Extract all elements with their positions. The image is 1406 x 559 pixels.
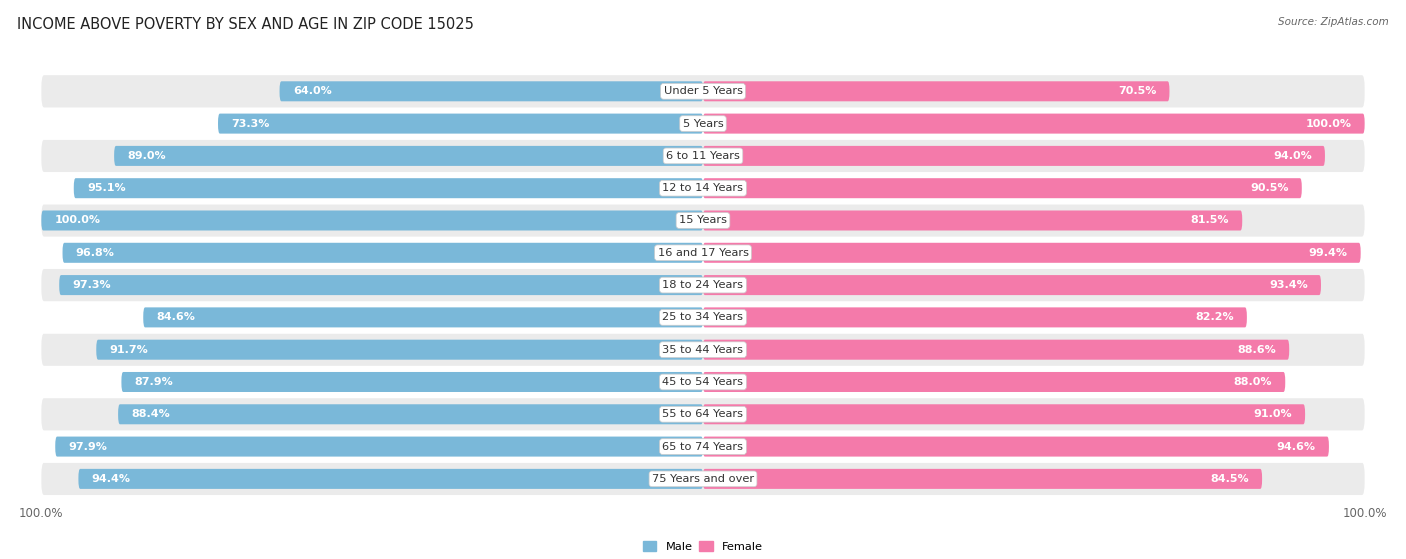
FancyBboxPatch shape	[41, 140, 1365, 172]
FancyBboxPatch shape	[41, 211, 703, 230]
Text: 87.9%: 87.9%	[135, 377, 173, 387]
Text: 94.4%: 94.4%	[91, 474, 131, 484]
Text: 18 to 24 Years: 18 to 24 Years	[662, 280, 744, 290]
FancyBboxPatch shape	[41, 205, 1365, 236]
FancyBboxPatch shape	[41, 334, 1365, 366]
FancyBboxPatch shape	[41, 75, 1365, 107]
Text: 96.8%: 96.8%	[76, 248, 115, 258]
FancyBboxPatch shape	[96, 340, 703, 359]
FancyBboxPatch shape	[114, 146, 703, 166]
Legend: Male, Female: Male, Female	[641, 539, 765, 554]
Text: 93.4%: 93.4%	[1270, 280, 1308, 290]
FancyBboxPatch shape	[55, 437, 703, 457]
Text: 97.3%: 97.3%	[73, 280, 111, 290]
Text: 89.0%: 89.0%	[128, 151, 166, 161]
Text: 88.0%: 88.0%	[1233, 377, 1272, 387]
FancyBboxPatch shape	[703, 243, 1361, 263]
Text: 90.5%: 90.5%	[1250, 183, 1288, 193]
Text: 82.2%: 82.2%	[1195, 312, 1233, 323]
Text: INCOME ABOVE POVERTY BY SEX AND AGE IN ZIP CODE 15025: INCOME ABOVE POVERTY BY SEX AND AGE IN Z…	[17, 17, 474, 32]
Text: 84.5%: 84.5%	[1211, 474, 1249, 484]
FancyBboxPatch shape	[703, 146, 1324, 166]
FancyBboxPatch shape	[79, 469, 703, 489]
FancyBboxPatch shape	[703, 113, 1365, 134]
FancyBboxPatch shape	[703, 404, 1305, 424]
Text: 64.0%: 64.0%	[292, 86, 332, 96]
Text: 6 to 11 Years: 6 to 11 Years	[666, 151, 740, 161]
FancyBboxPatch shape	[280, 81, 703, 101]
FancyBboxPatch shape	[59, 275, 703, 295]
FancyBboxPatch shape	[41, 398, 1365, 430]
FancyBboxPatch shape	[703, 469, 1263, 489]
Text: Under 5 Years: Under 5 Years	[664, 86, 742, 96]
Text: 16 and 17 Years: 16 and 17 Years	[658, 248, 748, 258]
Text: 45 to 54 Years: 45 to 54 Years	[662, 377, 744, 387]
Text: 65 to 74 Years: 65 to 74 Years	[662, 442, 744, 452]
FancyBboxPatch shape	[62, 243, 703, 263]
Text: Source: ZipAtlas.com: Source: ZipAtlas.com	[1278, 17, 1389, 27]
FancyBboxPatch shape	[41, 463, 1365, 495]
FancyBboxPatch shape	[703, 81, 1170, 101]
Text: 5 Years: 5 Years	[683, 119, 723, 129]
FancyBboxPatch shape	[41, 269, 1365, 301]
Text: 94.6%: 94.6%	[1277, 442, 1316, 452]
FancyBboxPatch shape	[703, 211, 1243, 230]
FancyBboxPatch shape	[41, 301, 1365, 334]
FancyBboxPatch shape	[143, 307, 703, 328]
Text: 100.0%: 100.0%	[1305, 119, 1351, 129]
FancyBboxPatch shape	[41, 366, 1365, 398]
Text: 70.5%: 70.5%	[1118, 86, 1156, 96]
Text: 75 Years and over: 75 Years and over	[652, 474, 754, 484]
FancyBboxPatch shape	[703, 307, 1247, 328]
Text: 99.4%: 99.4%	[1309, 248, 1347, 258]
Text: 91.7%: 91.7%	[110, 345, 148, 355]
Text: 94.0%: 94.0%	[1272, 151, 1312, 161]
Text: 25 to 34 Years: 25 to 34 Years	[662, 312, 744, 323]
FancyBboxPatch shape	[703, 178, 1302, 198]
Text: 81.5%: 81.5%	[1191, 215, 1229, 225]
Text: 100.0%: 100.0%	[55, 215, 101, 225]
Text: 12 to 14 Years: 12 to 14 Years	[662, 183, 744, 193]
Text: 91.0%: 91.0%	[1253, 409, 1292, 419]
FancyBboxPatch shape	[703, 340, 1289, 359]
Text: 35 to 44 Years: 35 to 44 Years	[662, 345, 744, 355]
Text: 84.6%: 84.6%	[156, 312, 195, 323]
FancyBboxPatch shape	[41, 236, 1365, 269]
FancyBboxPatch shape	[41, 172, 1365, 205]
Text: 55 to 64 Years: 55 to 64 Years	[662, 409, 744, 419]
Text: 97.9%: 97.9%	[69, 442, 107, 452]
FancyBboxPatch shape	[703, 372, 1285, 392]
FancyBboxPatch shape	[41, 107, 1365, 140]
FancyBboxPatch shape	[218, 113, 703, 134]
Text: 15 Years: 15 Years	[679, 215, 727, 225]
FancyBboxPatch shape	[121, 372, 703, 392]
FancyBboxPatch shape	[41, 430, 1365, 463]
FancyBboxPatch shape	[703, 275, 1322, 295]
FancyBboxPatch shape	[118, 404, 703, 424]
Text: 73.3%: 73.3%	[231, 119, 270, 129]
Text: 88.6%: 88.6%	[1237, 345, 1277, 355]
Text: 95.1%: 95.1%	[87, 183, 125, 193]
FancyBboxPatch shape	[73, 178, 703, 198]
FancyBboxPatch shape	[703, 437, 1329, 457]
Text: 88.4%: 88.4%	[131, 409, 170, 419]
